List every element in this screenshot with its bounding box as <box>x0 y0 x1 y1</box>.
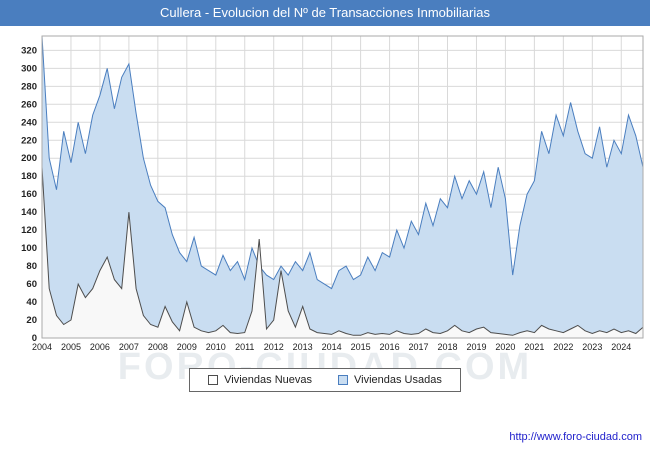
x-tick-label: 2010 <box>206 342 226 352</box>
legend-swatch-nuevas-icon <box>208 375 219 385</box>
y-tick-label: 80 <box>26 261 37 272</box>
legend-row: Viviendas Nuevas Viviendas Usadas <box>0 368 650 392</box>
y-tick-label: 220 <box>21 135 37 146</box>
x-tick-label: 2014 <box>322 342 342 352</box>
y-tick-label: 240 <box>21 117 37 128</box>
y-tick-label: 20 <box>26 315 37 326</box>
area-viviendas-usadas <box>42 36 643 338</box>
y-tick-label: 140 <box>21 207 37 218</box>
y-tick-label: 280 <box>21 81 37 92</box>
x-tick-label: 2024 <box>611 342 631 352</box>
x-tick-label: 2017 <box>409 342 429 352</box>
plot-border <box>41 35 644 339</box>
chart-plot-area: 0 20 40 60 80 100 120 140 160 180 200 220 240 260 280 3… <box>21 35 644 352</box>
legend-label-nuevas: Viviendas Nuevas <box>224 374 312 386</box>
x-tick-label: 2018 <box>437 342 457 352</box>
y-tick-label: 200 <box>21 153 37 164</box>
y-tick-label: 60 <box>26 279 37 290</box>
legend-label-usadas: Viviendas Usadas <box>354 374 442 386</box>
x-tick-label: 2005 <box>61 342 81 352</box>
legend-swatch-usadas-icon <box>338 375 348 385</box>
x-tick-label: 2007 <box>119 342 139 352</box>
area-viviendas-nuevas <box>42 167 643 338</box>
x-tick-label: 2021 <box>524 342 544 352</box>
legend-item-viviendas-nuevas: Viviendas Nuevas <box>208 374 312 386</box>
x-tick-label: 2016 <box>380 342 400 352</box>
x-tick-label: 2022 <box>553 342 573 352</box>
x-tick-label: 2012 <box>264 342 284 352</box>
legend: Viviendas Nuevas Viviendas Usadas <box>189 368 461 392</box>
y-tick-label: 0 <box>32 333 37 344</box>
x-tick-label: 2008 <box>148 342 168 352</box>
x-tick-label: 2004 <box>32 342 52 352</box>
y-tick-label: 300 <box>21 63 37 74</box>
y-tick-label: 100 <box>21 243 37 254</box>
y-tick-label: 120 <box>21 225 37 236</box>
x-tick-label: 2019 <box>466 342 486 352</box>
x-tick-label: 2013 <box>293 342 313 352</box>
chart-title-bar: Cullera - Evolucion del Nº de Transaccio… <box>0 0 650 26</box>
x-tick-label: 2011 <box>235 342 254 352</box>
x-tick-label: 2020 <box>495 342 515 352</box>
legend-item-viviendas-usadas: Viviendas Usadas <box>338 374 442 386</box>
y-tick-label: 40 <box>26 297 37 308</box>
line-viviendas-nuevas <box>41 167 644 336</box>
y-tick-label: 260 <box>21 99 37 110</box>
footer-url-link[interactable]: http://www.foro-ciudad.com <box>509 431 642 443</box>
x-tick-label: 2009 <box>177 342 197 352</box>
x-tick-label: 2015 <box>351 342 371 352</box>
y-tick-label: 320 <box>21 45 37 56</box>
chart-title: Cullera - Evolucion del Nº de Transaccio… <box>160 5 490 20</box>
line-viviendas-usadas <box>41 35 644 290</box>
y-tick-label: 180 <box>21 171 37 182</box>
y-tick-label: 160 <box>21 189 37 200</box>
x-tick-label: 2006 <box>90 342 110 352</box>
x-tick-label: 2023 <box>582 342 602 352</box>
